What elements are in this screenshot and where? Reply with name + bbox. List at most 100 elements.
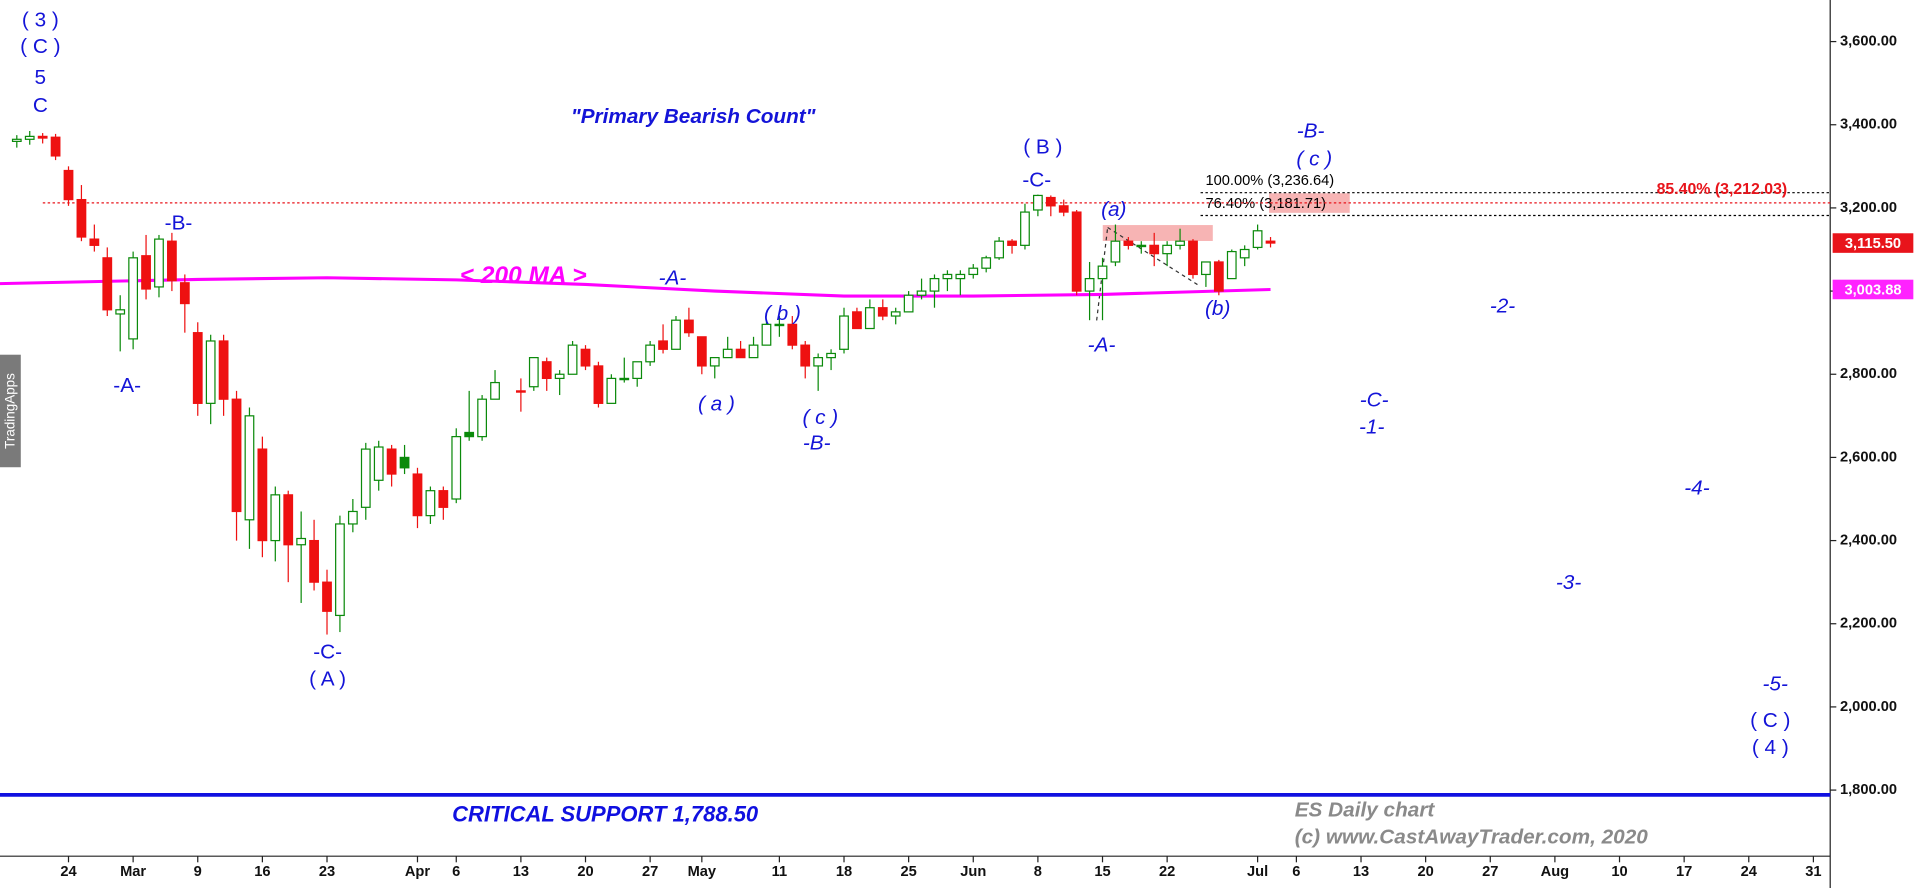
candle-body [890,311,901,317]
candle-body [709,357,720,367]
wave-label: -A- [659,266,687,289]
candle-body [606,377,617,404]
candle-body [916,290,927,296]
wave-label: ( C ) [1750,709,1790,732]
moving-average [0,276,1271,298]
candle-body [1226,250,1237,280]
candle-body [787,323,798,346]
x-tick-label: 24 [1741,864,1758,880]
wave-label: -B- [1297,120,1325,143]
candle-body [11,138,22,142]
x-tick-label: 20 [1417,864,1433,880]
wave-label: ( b ) [764,302,801,325]
wave-label: -4- [1684,477,1709,500]
candle-body [515,390,526,393]
candle-body [774,323,785,327]
wave-label: ( A ) [309,668,346,691]
candle-body [477,398,487,438]
candle-body [942,273,953,280]
candle-body [490,381,500,400]
candle-body [554,373,565,380]
candle-body [141,255,151,290]
x-tick-label: 27 [642,864,658,880]
candle-body [464,431,475,438]
wave-label: -5- [1762,672,1787,695]
candle-body [373,446,384,481]
level-label: 100.00% (3,236.64) [1205,173,1334,189]
candle-body [813,357,824,367]
candle-body [1097,265,1108,280]
wave-label: -2- [1490,294,1515,317]
candle-body [619,377,630,381]
candle-body [567,344,578,375]
candle-body [1071,211,1082,292]
candle-body [128,257,139,340]
x-tick-label: 17 [1676,864,1692,880]
candle-body [1058,205,1069,213]
candle-body [37,135,48,139]
candle-body [929,277,940,292]
candle-body [1123,240,1134,246]
candle-body [955,273,966,280]
candle-body [528,357,539,388]
candle-body [24,135,35,140]
y-tick-label: 3,600.00 [1840,33,1897,49]
candle-body [839,315,849,350]
wave-label: (a) [1101,198,1126,221]
candle-body [877,307,888,317]
wave-label: -A- [1088,334,1116,357]
wave-label: -B- [803,431,831,454]
candle-body [76,198,87,238]
candle-body [1045,196,1056,207]
candle-body [322,581,332,612]
x-tick-label: 25 [900,864,916,880]
candle-body [1162,244,1173,255]
candle-body [270,494,281,542]
candle-body [167,240,177,282]
candle-body [632,361,643,380]
y-tick-label: 2,200.00 [1840,616,1897,632]
x-tick-label: 15 [1094,864,1110,880]
candle-body [541,361,552,380]
price-label: 3,003.88 [1844,283,1901,299]
trendline [1107,226,1199,286]
x-tick-label: May [688,864,717,880]
x-tick-label: Mar [120,864,146,880]
candle-body [852,311,862,330]
candle-body [192,332,203,404]
candle-body [800,344,811,367]
x-tick-label: 24 [60,864,77,880]
price-label: 3,115.50 [1845,236,1901,252]
candle-body [1110,240,1121,263]
candle-body [826,352,836,359]
x-tick-label: 16 [254,864,270,880]
candle-body [735,348,746,359]
candle-body [1136,244,1147,248]
wave-label: -C- [313,641,342,664]
candle-body [63,169,74,201]
candle-body [1007,240,1017,246]
x-tick-label: Apr [405,864,431,880]
candle-body [386,448,397,475]
candle-body [425,490,436,517]
wave-label: -A- [113,374,141,397]
x-tick-label: 20 [577,864,593,880]
candle-body [89,238,100,246]
footer: ES Daily chart [1295,798,1436,821]
wave-label: ( C ) [20,35,60,58]
candle-body [658,340,668,350]
candle-body [399,456,410,469]
x-tick-label: 18 [836,864,852,880]
x-tick-label: 13 [513,864,529,880]
candle-body [968,267,979,276]
wave-label: -B- [165,211,193,234]
x-tick-label: 22 [1159,864,1175,880]
candle-body [115,309,126,315]
x-tick-label: 13 [1353,864,1369,880]
x-tick-label: 23 [319,864,335,880]
candle-body [671,319,681,350]
candle-body [1149,244,1160,255]
wave-label: 5 [35,66,47,89]
brand: TradingApps [3,373,18,449]
y-tick-label: 3,400.00 [1840,117,1897,133]
